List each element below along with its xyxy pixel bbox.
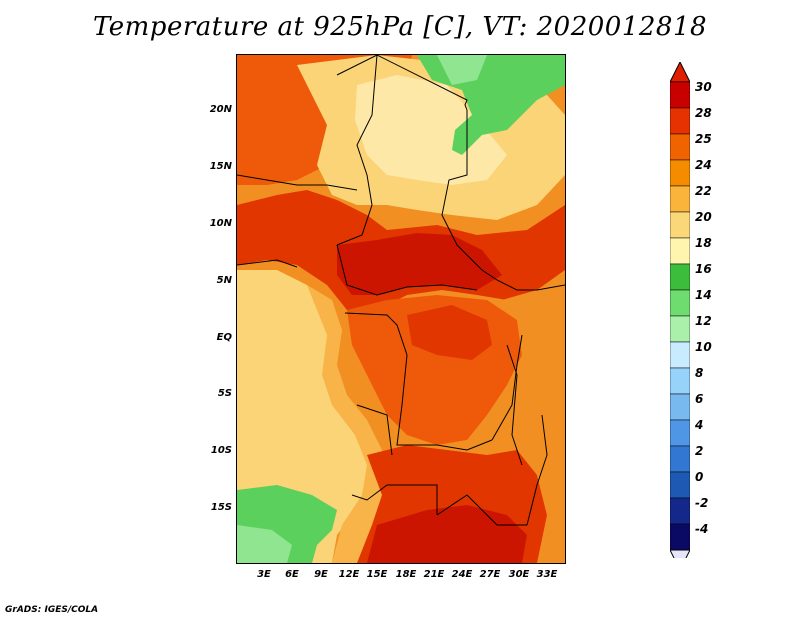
- colorbar-segment-13: [670, 419, 690, 447]
- colorbar-label-20: 20: [695, 210, 712, 224]
- congo-basin-dark: [407, 305, 492, 360]
- lon-label-33e: 33E: [536, 569, 558, 580]
- colorbar-label-10: 10: [695, 340, 712, 354]
- colorbar-bottom-arrow: [670, 549, 690, 558]
- colorbar-segment-11: [670, 367, 690, 395]
- colorbar-label-25: 25: [695, 132, 712, 146]
- lon-label-30e: 30E: [508, 569, 530, 580]
- colorbar-label-6: 6: [695, 392, 704, 406]
- colorbar-label-8: 8: [695, 366, 704, 380]
- colorbar-segment-2: [670, 133, 690, 161]
- colorbar-label-2: 2: [695, 444, 704, 458]
- colorbar-label-30: 30: [695, 80, 712, 94]
- lat-label-10n: 10N: [209, 218, 232, 229]
- lat-label-5n: 5N: [216, 275, 232, 286]
- colorbar-label-14: 14: [695, 288, 712, 302]
- colorbar-label-0: 0: [695, 470, 704, 484]
- lon-label-6e: 6E: [285, 569, 299, 580]
- colorbar-label-12: 12: [695, 314, 712, 328]
- grads-credit: GrADS: IGES/COLA: [5, 605, 99, 615]
- lat-label-5s: 5S: [217, 388, 232, 399]
- colorbar-segment-16: [670, 497, 690, 525]
- lat-label-10s: 10S: [210, 445, 232, 456]
- colorbar-segment-4: [670, 185, 690, 213]
- lon-label-27e: 27E: [479, 569, 501, 580]
- colorbar-label-22: 22: [695, 184, 712, 198]
- lat-label-eq: EQ: [216, 332, 232, 343]
- colorbar-segment-8: [670, 289, 690, 317]
- lon-label-21e: 21E: [423, 569, 445, 580]
- colorbar-segment-6: [670, 237, 690, 265]
- colorbar-segment-10: [670, 341, 690, 369]
- colorbar-segment-1: [670, 107, 690, 135]
- colorbar-label-24: 24: [695, 158, 712, 172]
- colorbar-segment-5: [670, 211, 690, 239]
- colorbar-label-28: 28: [695, 106, 712, 120]
- colorbar-label-4: 4: [695, 418, 704, 432]
- lat-label-20n: 20N: [209, 104, 232, 115]
- country-borders: [237, 55, 565, 526]
- lon-label-15e: 15E: [366, 569, 388, 580]
- colorbar-segment-3: [670, 159, 690, 187]
- colorbar-label-18: 18: [695, 236, 712, 250]
- lon-label-24e: 24E: [451, 569, 473, 580]
- east-africa-orange: [502, 285, 565, 563]
- colorbar-segment-0: [670, 81, 690, 109]
- colorbar-label-minus2: -2: [695, 496, 709, 510]
- lon-label-9e: 9E: [314, 569, 328, 580]
- southern-hot-core: [367, 505, 527, 563]
- northeast-light-green: [437, 55, 487, 85]
- lon-label-3e: 3E: [257, 569, 271, 580]
- temperature-map: [236, 54, 566, 564]
- lat-label-15n: 15N: [209, 161, 232, 172]
- colorbar-segment-7: [670, 263, 690, 291]
- lon-label-12e: 12E: [338, 569, 360, 580]
- map-title: Temperature at 925hPa [C], VT: 202001281…: [92, 12, 708, 42]
- southwest-light-green: [237, 525, 292, 563]
- colorbar-segment-12: [670, 393, 690, 421]
- lon-label-18e: 18E: [395, 569, 417, 580]
- colorbar-label-minus4: -4: [695, 522, 709, 536]
- colorbar-segment-17: [670, 523, 690, 551]
- colorbar-label-16: 16: [695, 262, 712, 276]
- colorbar-segment-14: [670, 445, 690, 473]
- lat-label-15s: 15S: [210, 502, 232, 513]
- north-cream-core: [355, 75, 507, 185]
- colorbar-segment-9: [670, 315, 690, 343]
- colorbar: [670, 62, 690, 558]
- coastal-light-orange: [307, 285, 387, 563]
- colorbar-top-arrow: [670, 62, 690, 83]
- colorbar-segment-15: [670, 471, 690, 499]
